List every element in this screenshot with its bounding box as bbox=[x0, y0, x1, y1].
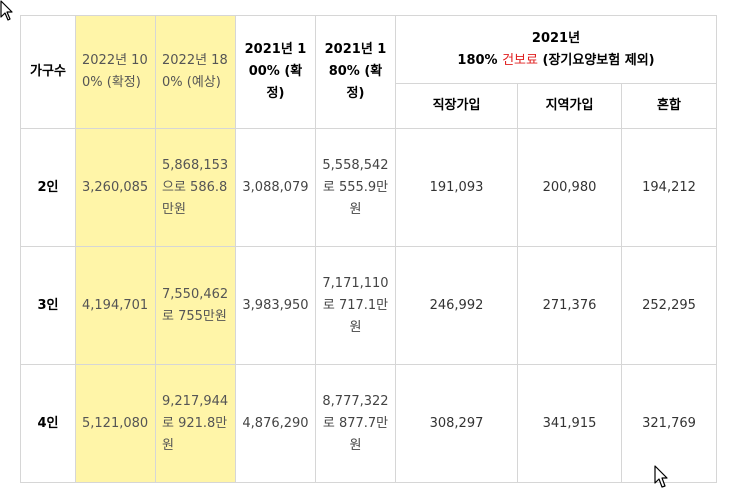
mixed-cell: 194,212 bbox=[620, 128, 718, 247]
insurance-header: 2021년 180% 건보료 (장기요양보험 제외) bbox=[394, 15, 718, 84]
insurance-header-line1: 2021년 bbox=[531, 30, 581, 46]
mouse-pointer-icon bbox=[0, 0, 13, 21]
regional-cell: 200,980 bbox=[517, 128, 622, 247]
mouse-pointer-icon bbox=[654, 465, 668, 488]
employee-cell: 246,992 bbox=[395, 246, 518, 365]
household-header: 가구수 bbox=[20, 15, 76, 129]
income-2021-180-cell: 7,171,110로 717.1만원 bbox=[315, 246, 396, 365]
household-cell: 4인 bbox=[20, 364, 76, 483]
income-2021-180-cell: 5,558,542로 555.9만원 bbox=[315, 128, 396, 247]
employee-cell: 308,297 bbox=[395, 364, 518, 483]
income-insurance-table: 가구수 2022년 100% (확정) 2022년 180% (예상) 2021… bbox=[20, 15, 718, 483]
household-cell: 3인 bbox=[20, 246, 76, 365]
table-row: 2인 3,260,085 5,868,153으로 586.8만원 3,088,0… bbox=[20, 128, 718, 247]
income-2022-180-cell: 5,868,153으로 586.8만원 bbox=[155, 128, 236, 247]
income-2022-100-cell: 3,260,085 bbox=[75, 128, 156, 247]
regional-header: 지역가입 bbox=[517, 83, 622, 129]
income-2022-100-cell: 4,194,701 bbox=[75, 246, 156, 365]
income-2022-180-cell: 7,550,462로 755만원 bbox=[155, 246, 236, 365]
employee-cell: 191,093 bbox=[395, 128, 518, 247]
income-2021-100-cell: 3,088,079 bbox=[235, 128, 316, 247]
col-2021-180-header: 2021년 180% (확정) bbox=[315, 15, 396, 129]
income-2022-180-cell: 9,217,944로 921.8만원 bbox=[155, 364, 236, 483]
regional-cell: 341,915 bbox=[517, 364, 622, 483]
income-2021-180-cell: 8,777,322로 877.7만원 bbox=[315, 364, 396, 483]
insurance-header-suffix: (장기요양보험 제외) bbox=[537, 52, 655, 68]
regional-cell: 271,376 bbox=[517, 246, 622, 365]
header-row: 가구수 2022년 100% (확정) 2022년 180% (예상) 2021… bbox=[20, 15, 718, 129]
mixed-header: 혼합 bbox=[620, 83, 718, 129]
income-2021-100-cell: 3,983,950 bbox=[235, 246, 316, 365]
health-insurance-fee-label: 건보료 bbox=[502, 52, 538, 68]
mixed-cell: 321,769 bbox=[620, 364, 718, 483]
table-row: 3인 4,194,701 7,550,462로 755만원 3,983,950 … bbox=[20, 246, 718, 365]
income-2022-100-cell: 5,121,080 bbox=[75, 364, 156, 483]
insurance-header-prefix: 180% bbox=[457, 52, 503, 68]
table-row: 4인 5,121,080 9,217,944로 921.8만원 4,876,29… bbox=[20, 364, 718, 483]
income-2021-100-cell: 4,876,290 bbox=[235, 364, 316, 483]
col-2021-100-header: 2021년 100% (확정) bbox=[235, 15, 316, 129]
col-2022-100-header: 2022년 100% (확정) bbox=[75, 15, 156, 129]
col-2022-180-header: 2022년 180% (예상) bbox=[155, 15, 236, 129]
insurance-header-line2: 180% 건보료 (장기요양보험 제외) bbox=[402, 50, 710, 72]
subheader-row: 직장가입 지역가입 혼합 bbox=[21, 83, 718, 129]
mixed-cell: 252,295 bbox=[620, 246, 718, 365]
employee-header: 직장가입 bbox=[395, 83, 518, 129]
household-cell: 2인 bbox=[20, 128, 76, 247]
